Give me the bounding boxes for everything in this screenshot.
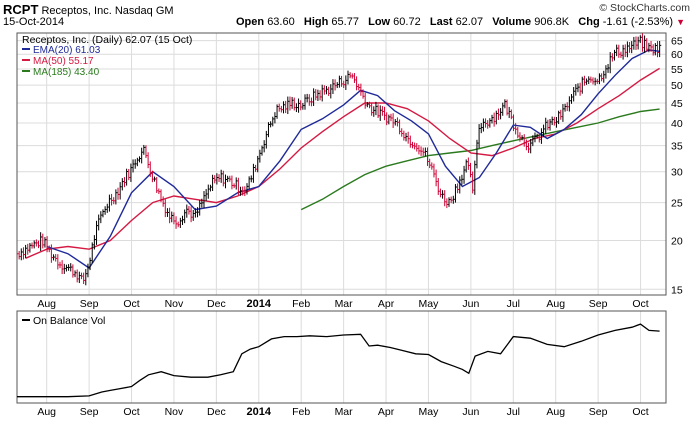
price-xtick-10: Jun [462,298,479,310]
obv-line [17,323,660,398]
price-grid [17,33,666,295]
price-ytick-65: 65 [671,36,683,48]
obv-xtick-6: Feb [292,406,310,418]
price-xtick-1: Sep [80,298,99,310]
legend-ma50: MA(50) 55.17 [33,56,94,67]
down-triangle-icon: ▼ [676,17,686,27]
company-name: Receptos, Inc. [41,5,112,17]
obv-x-axis: Aug Sep Oct Nov Dec 2014 Feb Mar Apr May Jun Jul Aug… [37,406,648,418]
price-ytick-50: 50 [671,80,683,92]
price-xtick-13: Sep [589,298,608,310]
price-ytick-15: 15 [671,284,683,296]
obv-xtick-13: Sep [589,406,608,418]
legend-obv: On Balance Vol [33,315,105,327]
price-xtick-11: Jul [507,298,520,310]
stat-volume: Volume 906.8K [492,16,570,28]
price-xtick-2: Oct [123,298,139,310]
stat-open: Open 63.60 [236,16,295,28]
obv-xtick-5: 2014 [247,406,272,418]
obv-legend: On Balance Vol [22,315,105,327]
obv-xtick-7: Mar [335,406,354,418]
ma185-line [300,108,660,211]
obv-xtick-8: Apr [378,406,395,418]
exchange: Nasdaq GM [114,5,174,17]
price-xtick-14: Oct [632,298,648,310]
legend-ma185: MA(185) 43.40 [33,67,100,78]
symbol: RCPT [3,2,39,17]
ema20-line [46,49,660,269]
stats-row: Open 63.60 High 65.77 Low 60.72 Last 62.… [236,16,685,28]
obv-xtick-9: May [419,406,440,418]
price-xtick-4: Dec [207,298,226,310]
brand: © StockCharts.com [599,2,690,14]
price-x-axis: Aug Sep Oct Nov Dec 2014 Feb Mar Apr May Jun Jul Aug… [37,298,648,310]
obv-xtick-0: Aug [37,406,56,418]
stat-chg: Chg -1.61 (-2.53%) [578,16,674,28]
obv-xtick-2: Oct [123,406,139,418]
ma50-line [25,67,660,259]
obv-xtick-14: Oct [632,406,648,418]
price-ytick-60: 60 [671,49,683,61]
price-xtick-8: Apr [378,298,395,310]
legend-ema20: EMA(20) 61.03 [33,45,101,56]
price-xtick-9: May [419,298,440,310]
price-xtick-3: Nov [165,298,184,310]
price-ytick-35: 35 [671,141,683,153]
price-ytick-55: 55 [671,64,683,76]
obv-xtick-3: Nov [165,406,184,418]
price-ytick-25: 25 [671,198,683,210]
price-xtick-6: Feb [292,298,310,310]
price-ytick-45: 45 [671,98,683,110]
price-ytick-20: 20 [671,235,683,247]
price-series-layer [17,33,662,286]
obv-xtick-11: Jul [507,406,520,418]
stat-last: Last 62.07 [429,16,484,28]
price-xtick-5: 2014 [247,298,272,310]
obv-grid [46,311,642,403]
stat-low: Low 60.72 [368,16,421,28]
header-date: 15-Oct-2014 [3,16,65,28]
obv-xtick-12: Aug [546,406,565,418]
price-xtick-0: Aug [37,298,56,310]
price-bars [17,33,662,286]
obv-panel-frame [16,310,667,404]
price-xtick-12: Aug [546,298,565,310]
legend-price: Receptos, Inc. (Daily) 62.07 (15 Oct) [22,34,192,46]
header-title-row: RCPT Receptos, Inc. Nasdaq GM [3,2,174,17]
price-panel-frame [16,32,667,296]
obv-xtick-4: Dec [207,406,226,418]
obv-xtick-10: Jun [462,406,479,418]
stat-high: High 65.77 [303,16,359,28]
price-ytick-40: 40 [671,118,683,130]
price-ytick-30: 30 [671,167,683,179]
price-xtick-7: Mar [335,298,354,310]
obv-xtick-1: Sep [80,406,99,418]
obv-series-layer [17,323,660,398]
price-legend: Receptos, Inc. (Daily) 62.07 (15 Oct) EM… [22,34,192,78]
